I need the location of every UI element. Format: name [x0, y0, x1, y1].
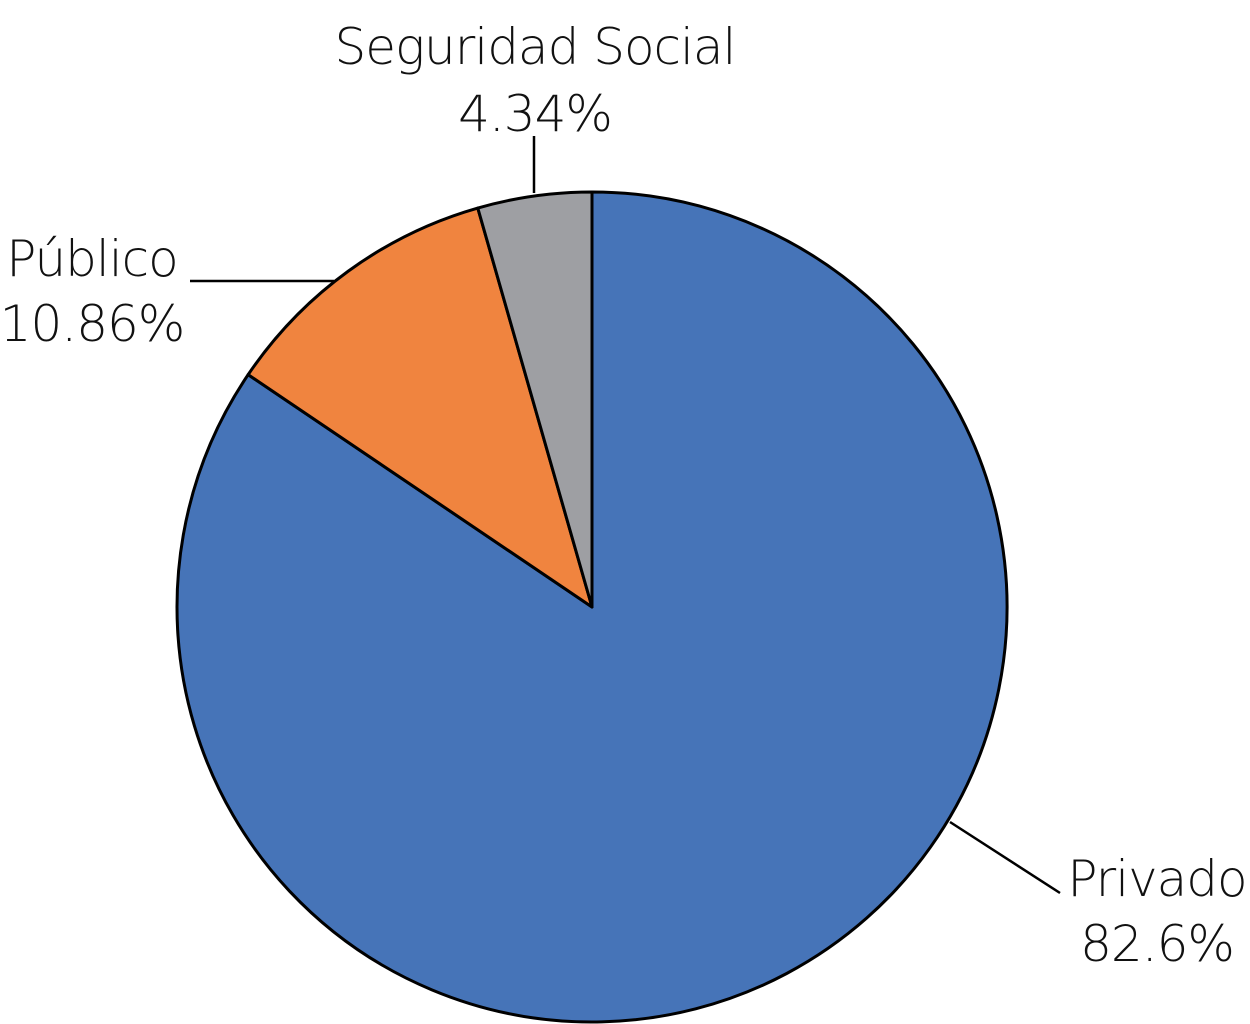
label-seguridad-social-value: 4.34% [458, 85, 612, 143]
leader-lines [190, 136, 1061, 895]
slice-seguridad-social [476, 190, 594, 609]
slices [175, 190, 1009, 1024]
label-seguridad-social-name: Seguridad Social [335, 18, 736, 76]
label-privado-value: 82.6% [1080, 915, 1234, 973]
leader-line-privado [949, 820, 1061, 895]
label-privado-name: Privado [1067, 850, 1246, 908]
data-labels: Privado 82.6% Público 10.86% Seguridad S… [0, 18, 1248, 973]
label-publico-name: Público [6, 230, 178, 288]
label-publico-value: 10.86% [0, 295, 184, 353]
